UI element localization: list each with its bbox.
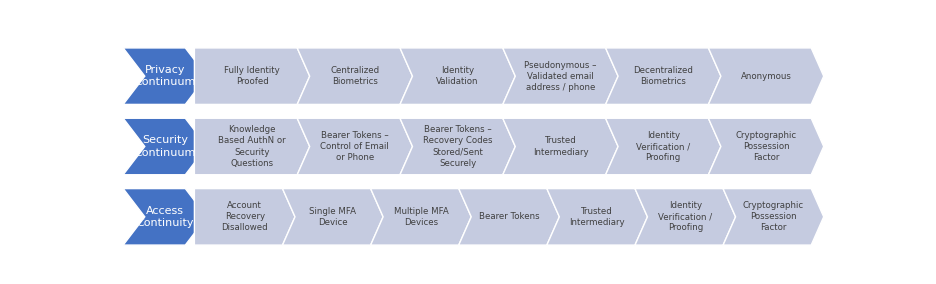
Text: Identity
Verification /
Proofing: Identity Verification / Proofing bbox=[658, 201, 712, 232]
Polygon shape bbox=[124, 189, 207, 245]
Text: Identity
Validation: Identity Validation bbox=[436, 66, 479, 86]
Text: Single MFA
Device: Single MFA Device bbox=[309, 207, 357, 227]
Polygon shape bbox=[124, 48, 207, 105]
Polygon shape bbox=[709, 118, 824, 175]
Polygon shape bbox=[400, 48, 516, 105]
Polygon shape bbox=[371, 189, 471, 245]
Polygon shape bbox=[606, 48, 721, 105]
Polygon shape bbox=[503, 118, 618, 175]
Polygon shape bbox=[283, 189, 383, 245]
Polygon shape bbox=[124, 118, 207, 175]
Text: Cryptographic
Possession
Factor: Cryptographic Possession Factor bbox=[736, 131, 797, 162]
Text: Cryptographic
Possession
Factor: Cryptographic Possession Factor bbox=[743, 201, 804, 232]
Polygon shape bbox=[400, 118, 516, 175]
Polygon shape bbox=[298, 118, 413, 175]
Text: Fully Identity
Proofed: Fully Identity Proofed bbox=[225, 66, 280, 86]
Polygon shape bbox=[547, 189, 648, 245]
Text: Trusted
Intermediary: Trusted Intermediary bbox=[569, 207, 625, 227]
Text: Account
Recovery
Disallowed: Account Recovery Disallowed bbox=[222, 201, 268, 232]
Text: Privacy
Continuum: Privacy Continuum bbox=[135, 65, 196, 87]
Text: Bearer Tokens –
Recovery Codes
Stored/Sent
Securely: Bearer Tokens – Recovery Codes Stored/Se… bbox=[423, 125, 492, 168]
Text: Trusted
Intermediary: Trusted Intermediary bbox=[533, 136, 588, 156]
Text: Multiple MFA
Devices: Multiple MFA Devices bbox=[393, 207, 448, 227]
Polygon shape bbox=[724, 189, 824, 245]
Text: Pseudonymous –
Validated email
address / phone: Pseudonymous – Validated email address /… bbox=[524, 60, 596, 92]
Polygon shape bbox=[606, 118, 721, 175]
Text: Identity
Verification /
Proofing: Identity Verification / Proofing bbox=[636, 131, 691, 162]
Text: Access
Continuity: Access Continuity bbox=[137, 206, 194, 228]
Polygon shape bbox=[635, 189, 736, 245]
Polygon shape bbox=[459, 189, 560, 245]
Text: Centralized
Biometrics: Centralized Biometrics bbox=[330, 66, 379, 86]
Polygon shape bbox=[195, 189, 295, 245]
Polygon shape bbox=[709, 48, 824, 105]
Text: Knowledge
Based AuthN or
Security
Questions: Knowledge Based AuthN or Security Questi… bbox=[218, 125, 285, 168]
Polygon shape bbox=[195, 118, 310, 175]
Polygon shape bbox=[195, 48, 310, 105]
Text: Bearer Tokens –
Control of Email
or Phone: Bearer Tokens – Control of Email or Phon… bbox=[320, 131, 389, 162]
Polygon shape bbox=[298, 48, 413, 105]
Polygon shape bbox=[503, 48, 618, 105]
Text: Bearer Tokens: Bearer Tokens bbox=[478, 212, 539, 221]
Text: Anonymous: Anonymous bbox=[740, 72, 792, 81]
Text: Security
Continuum: Security Continuum bbox=[135, 135, 196, 158]
Text: Decentralized
Biometrics: Decentralized Biometrics bbox=[634, 66, 694, 86]
